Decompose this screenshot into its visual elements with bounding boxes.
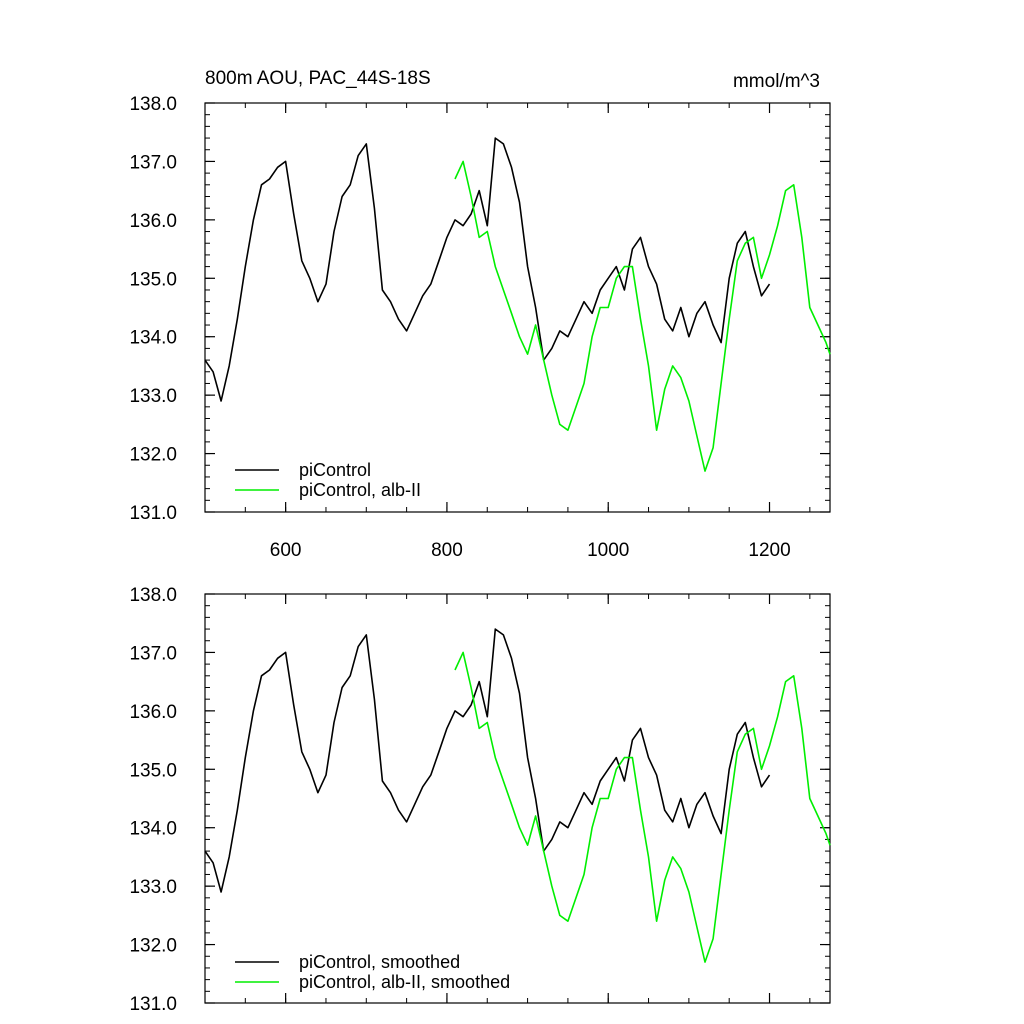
y-tick-label: 131.0 (129, 503, 177, 524)
x-tick-label: 600 (270, 540, 302, 561)
y-tick-label: 132.0 (129, 936, 177, 957)
y-tick-label: 136.0 (129, 211, 177, 232)
legend-label: piControl (299, 460, 371, 480)
figure-title: 800m AOU, PAC_44S-18S (205, 68, 431, 89)
y-tick-label: 137.0 (129, 643, 177, 664)
top-panel: 131.0 132.0 133.0 134.0 135.0 136.0 137.0 138.0… (129, 94, 831, 561)
bottom-panel: 131.0 132.0 133.0 134.0 135.0 136.0 137.0 138.0… (129, 585, 831, 1015)
x-tick-label: 1000 (587, 540, 629, 561)
y-tick-label: 134.0 (129, 819, 177, 840)
y-tick-label: 131.0 (129, 994, 177, 1015)
legend-label: piControl, smoothed (299, 952, 460, 972)
x-tick-label: 800 (431, 540, 463, 561)
legend-label: piControl, alb-II, smoothed (299, 972, 510, 992)
y-tick-label: 136.0 (129, 702, 177, 723)
y-tick-label: 138.0 (129, 585, 177, 606)
legend-label: piControl, alb-II (299, 480, 421, 500)
y-tick-label: 135.0 (129, 269, 177, 290)
series-line-picontrol (204, 137, 771, 402)
y-tick-label: 138.0 (129, 94, 177, 115)
series-line-alb-ii (454, 160, 831, 472)
y-tick-label: 137.0 (129, 152, 177, 173)
y-tick-label: 133.0 (129, 877, 177, 898)
plot-frame (204, 102, 831, 513)
figure-units: mmol/m^3 (733, 71, 820, 92)
y-tick-label: 133.0 (129, 386, 177, 407)
y-tick-label: 134.0 (129, 328, 177, 349)
y-tick-label: 135.0 (129, 760, 177, 781)
x-tick-label: 1200 (748, 540, 790, 561)
plot-frame (204, 593, 831, 1004)
series-line-picontrol (204, 628, 771, 893)
series-line-alb-ii (454, 651, 831, 963)
y-tick-label: 132.0 (129, 445, 177, 466)
